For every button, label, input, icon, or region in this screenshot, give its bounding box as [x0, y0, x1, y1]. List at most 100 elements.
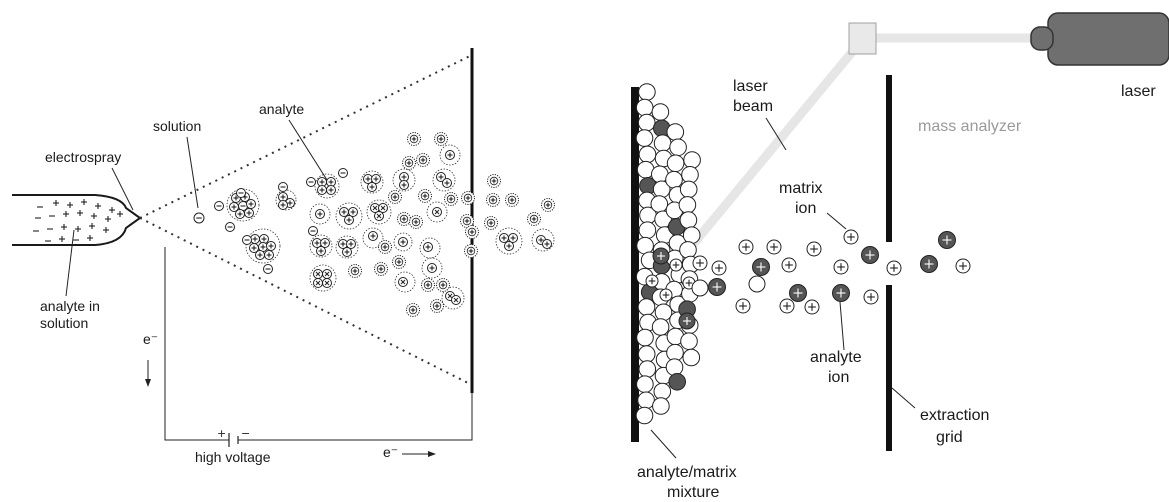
- matrix-ion: [843, 229, 859, 245]
- free-anion: [242, 235, 252, 245]
- free-anion: [263, 264, 273, 274]
- droplet: [393, 232, 413, 252]
- matrix-ion: [766, 239, 782, 255]
- analyte-leader: [288, 119, 328, 181]
- cross-b: [372, 205, 378, 211]
- spray-droplets: [193, 132, 555, 317]
- droplet-boundary: [335, 202, 363, 230]
- electron-arrow-down-head: [145, 379, 151, 387]
- cluster-ion: [659, 288, 673, 302]
- analyte-in-solution-label-2: solution: [40, 315, 88, 331]
- gas-phase-ion: [464, 244, 478, 258]
- droplet: [309, 234, 333, 258]
- matrix-molecule: [679, 211, 698, 229]
- cluster-ion: [669, 258, 683, 272]
- gas-phase-ion: [397, 212, 411, 226]
- droplet-ion: [246, 199, 256, 209]
- droplet-ion: [508, 233, 518, 243]
- matrix-molecule: [637, 345, 656, 363]
- analyte-ion: [708, 278, 726, 296]
- matrix-molecule: [651, 318, 670, 336]
- droplet: [439, 144, 461, 166]
- matrix-ion: [738, 239, 754, 255]
- droplet-ion: [259, 234, 269, 244]
- droplet-ion: [278, 192, 288, 202]
- droplet-ion: [427, 263, 437, 273]
- matrix-molecule: [638, 360, 657, 378]
- matrix-molecule: [665, 170, 683, 189]
- matrix-ion-label-1: matrix: [779, 180, 823, 197]
- gas-phase-ion: [392, 255, 406, 269]
- droplet-ion: [542, 239, 552, 249]
- gas-phase-ion: [436, 278, 450, 292]
- droplet-ion: [313, 269, 323, 279]
- droplet-ion: [445, 150, 455, 160]
- droplet: [366, 199, 392, 225]
- matrix-ion-leader: [826, 212, 847, 230]
- droplet-ion: [322, 269, 332, 279]
- matrix-molecule: [637, 113, 656, 132]
- laser-device: [1047, 12, 1169, 66]
- droplet-boundary: [439, 144, 461, 166]
- matrix-molecule: [636, 375, 654, 394]
- analyte-in-solution-leader: [65, 229, 75, 297]
- droplet-boundary: [426, 201, 448, 223]
- droplet: [432, 168, 456, 192]
- matrix-ion: [886, 260, 902, 276]
- droplet-boundary: [421, 257, 443, 279]
- matrix-molecule: [666, 154, 685, 173]
- droplet-ion: [423, 242, 433, 252]
- droplet: [314, 173, 340, 199]
- matrix-molecule: [679, 180, 698, 199]
- gas-phase-ion: [416, 153, 430, 167]
- droplet-boundary: [419, 237, 441, 259]
- laser-beam-leader: [765, 117, 787, 151]
- droplet-boundary: [432, 168, 456, 192]
- droplet-ion: [436, 172, 446, 182]
- cross-b: [400, 279, 406, 285]
- matrix-ion: [955, 258, 971, 274]
- analyte-ion: [752, 258, 770, 276]
- free-anion: [193, 212, 205, 224]
- matrix-molecule: [652, 397, 670, 415]
- droplet: [226, 188, 260, 222]
- analyte-ion-label-1: analyte: [810, 349, 862, 366]
- mixture-leader: [650, 429, 677, 459]
- battery-minus: −: [241, 427, 250, 440]
- matrix-molecule: [682, 348, 701, 367]
- matrix-ion: [806, 241, 822, 257]
- droplet-ion: [235, 209, 245, 219]
- laser-beam-label-2: beam: [733, 98, 773, 115]
- droplet-boundary: [309, 264, 337, 292]
- droplet-ion: [326, 185, 336, 195]
- high-voltage-label: high voltage: [195, 449, 271, 465]
- laser-nozzle: [1030, 26, 1054, 51]
- droplet-ion: [442, 178, 452, 188]
- analyte-ion: [920, 255, 938, 273]
- droplet: [335, 235, 359, 259]
- matrix-ion: [711, 260, 727, 276]
- free-anion: [225, 222, 235, 232]
- gas-phase-ion: [484, 216, 498, 230]
- droplet: [426, 201, 448, 223]
- electron-label-bottom: e⁻: [383, 444, 398, 460]
- gas-phase-ion: [407, 132, 421, 146]
- droplet: [421, 257, 443, 279]
- analyte-label: analyte: [259, 101, 304, 117]
- cluster-ion: [645, 274, 659, 288]
- gas-phase-ion: [527, 212, 541, 226]
- droplet: [531, 228, 555, 252]
- matrix-molecule: [638, 83, 656, 101]
- mirror: [848, 22, 877, 55]
- droplet: [360, 170, 384, 194]
- droplet-ion: [398, 237, 408, 247]
- matrix-molecule: [637, 298, 656, 316]
- droplet-boundary: [394, 271, 416, 293]
- matrix-molecule: [679, 241, 697, 259]
- gas-phase-ion: [465, 225, 479, 239]
- droplet-ion: [399, 180, 409, 190]
- neutral-matrix: [691, 279, 709, 297]
- extraction-grid-lower: [886, 285, 892, 451]
- droplet-ion: [348, 207, 358, 217]
- droplet-ion: [316, 246, 326, 256]
